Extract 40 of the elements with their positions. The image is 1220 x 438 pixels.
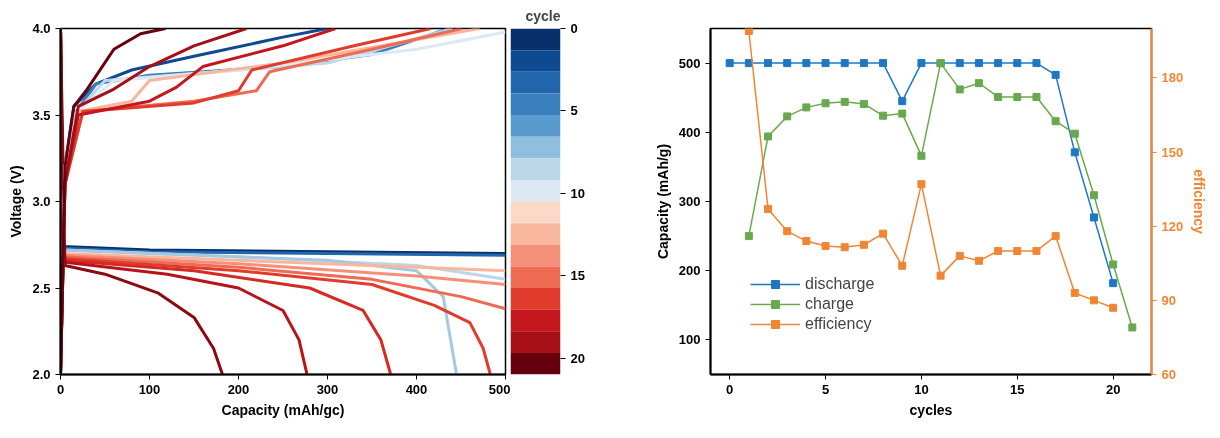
y-tick-label: 200	[678, 263, 701, 279]
legend-label: charge	[805, 295, 854, 313]
y-tick-label: 3.0	[32, 194, 51, 209]
y2-axis-title: efficiency	[1191, 169, 1208, 235]
color-bar-label: 5	[570, 103, 578, 119]
y2-tick-label: 60	[1161, 367, 1176, 382]
legend-label: discharge	[805, 275, 875, 293]
y-tick-label: 2.0	[32, 367, 51, 382]
y-axis-title: Capacity (mAh/g)	[654, 143, 671, 260]
x-tick-label: 5	[821, 381, 830, 397]
y2-tick-label: 150	[1161, 144, 1184, 160]
x-tick-label: 100	[138, 381, 161, 397]
x-tick-label: 10	[914, 381, 929, 397]
color-bar-label: 0	[570, 21, 578, 36]
legend-label: efficiency	[805, 315, 872, 333]
y-tick-label: 300	[678, 194, 701, 209]
y-tick-label: 100	[678, 332, 701, 348]
y2-tick-label: 180	[1161, 70, 1184, 86]
x-tick-label: 400	[405, 381, 428, 397]
color-bar-label: 10	[570, 185, 585, 201]
y-tick-label: 4.0	[32, 21, 51, 36]
x-tick-label: 15	[1010, 381, 1025, 397]
color-bar-label: 15	[570, 268, 585, 284]
x-tick-label: 300	[316, 381, 339, 397]
color-bar-title: cycle	[525, 7, 561, 24]
y-axis-title: Voltage (V)	[8, 165, 25, 238]
x-axis-title: cycles	[909, 401, 953, 418]
y2-tick-label: 120	[1161, 218, 1184, 234]
y2-tick-label: 90	[1161, 292, 1176, 308]
y-tick-label: 500	[678, 55, 701, 71]
x-tick-label: 0	[56, 381, 65, 397]
y-tick-label: 400	[678, 124, 701, 140]
y-tick-label: 3.5	[32, 107, 51, 123]
x-tick-label: 500	[488, 381, 511, 397]
color-bar-label: 20	[570, 350, 585, 366]
x-tick-label: 0	[726, 381, 734, 397]
x-axis-title: Capacity (mAh/gc)	[221, 401, 345, 418]
y-tick-label: 2.5	[32, 280, 51, 296]
x-tick-label: 200	[227, 381, 250, 397]
x-tick-label: 20	[1105, 381, 1121, 397]
